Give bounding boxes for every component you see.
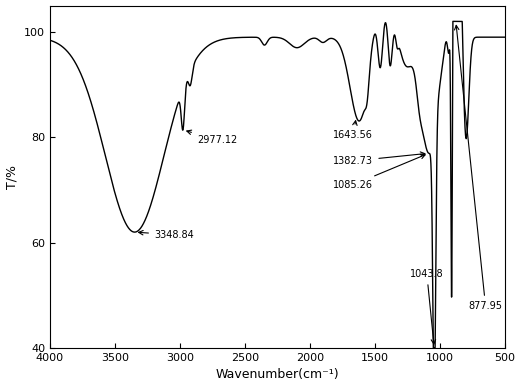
- Text: 1643.56: 1643.56: [333, 121, 373, 140]
- Text: 877.95: 877.95: [454, 26, 503, 311]
- Text: 1043.8: 1043.8: [410, 269, 444, 344]
- Text: 1382.73: 1382.73: [333, 152, 425, 166]
- X-axis label: Wavenumber(cm⁻¹): Wavenumber(cm⁻¹): [216, 368, 339, 382]
- Text: 3348.84: 3348.84: [139, 230, 194, 240]
- Y-axis label: T/%: T/%: [6, 165, 19, 189]
- Text: 1085.26: 1085.26: [333, 154, 425, 190]
- Text: 2977.12: 2977.12: [187, 130, 237, 145]
